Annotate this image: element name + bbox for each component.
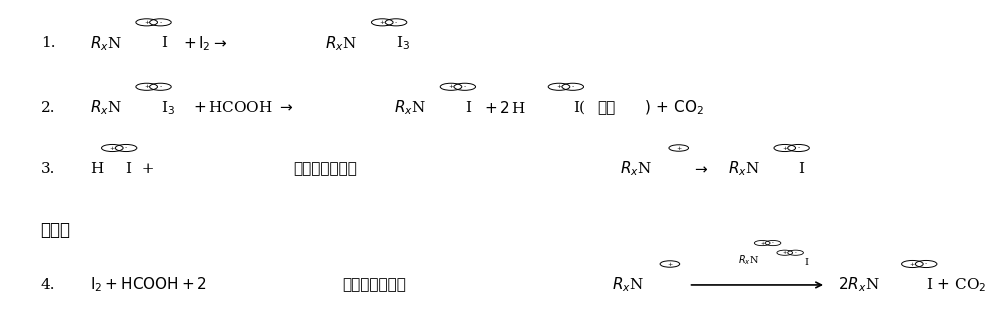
Text: I: I [799,162,805,176]
Text: 4.: 4. [41,278,55,292]
Text: -: - [395,20,397,25]
Text: $)\,+\,\mathrm{CO_2}$: $)\,+\,\mathrm{CO_2}$ [644,98,704,117]
Text: +: + [144,84,149,89]
Text: $\rightarrow$: $\rightarrow$ [692,162,709,176]
Text: +: + [448,84,454,89]
Text: $R_x$N: $R_x$N [325,34,357,53]
Text: -: - [159,20,162,25]
Text: I: I [804,258,808,267]
Text: $+\,2\,$H: $+\,2\,$H [484,100,526,116]
Text: +: + [676,146,681,150]
Text: $+ \, \mathrm{I_2} \rightarrow$: $+ \, \mathrm{I_2} \rightarrow$ [183,34,227,53]
Text: $2R_x$N: $2R_x$N [838,276,879,294]
Text: +: + [910,262,915,266]
Text: 原位: 原位 [597,100,616,115]
Text: $R_x$N: $R_x$N [728,160,760,178]
Text: I: I [465,101,471,115]
Text: $\mathrm{I_2}+\mathrm{HCOOH}+2$: $\mathrm{I_2}+\mathrm{HCOOH}+2$ [90,276,207,294]
Text: +: + [667,262,673,266]
Text: -: - [159,84,162,89]
Text: $R_x$N: $R_x$N [394,98,426,117]
Text: 2.: 2. [41,101,55,115]
Text: +: + [783,250,787,255]
Text: I$_3$: I$_3$ [161,99,175,117]
Text: 有机阳离子供体: 有机阳离子供体 [342,278,406,292]
Text: -: - [464,84,466,89]
Text: -: - [797,146,800,150]
Text: +: + [760,240,764,246]
Text: I  +: I + [126,162,155,176]
Text: I: I [161,36,167,50]
Text: $R_x$N: $R_x$N [620,160,652,178]
Text: 有机阳离子供体: 有机阳离子供体 [293,162,357,176]
Text: -: - [795,250,796,255]
Text: +: + [782,146,787,150]
Text: $R_x$N: $R_x$N [90,34,122,53]
Text: +: + [110,146,115,150]
Text: H: H [90,162,103,176]
Text: $+\,$HCOOH $\rightarrow$: $+\,$HCOOH $\rightarrow$ [193,100,293,115]
Text: -: - [572,84,574,89]
Text: +: + [144,20,149,25]
Text: -: - [125,146,127,150]
Text: I(: I( [573,101,585,115]
Text: $R_x$N: $R_x$N [738,254,759,267]
Text: 总结：: 总结： [41,221,71,239]
Text: 1.: 1. [41,36,55,50]
Text: +: + [380,20,385,25]
Text: 3.: 3. [41,162,55,176]
Text: -: - [925,262,927,266]
Text: $R_x$N: $R_x$N [612,276,644,294]
Text: -: - [772,240,774,246]
Text: I$_3$: I$_3$ [396,34,410,52]
Text: +: + [556,84,562,89]
Text: I $+$ CO$_2$: I $+$ CO$_2$ [926,276,987,294]
Text: $R_x$N: $R_x$N [90,98,122,117]
